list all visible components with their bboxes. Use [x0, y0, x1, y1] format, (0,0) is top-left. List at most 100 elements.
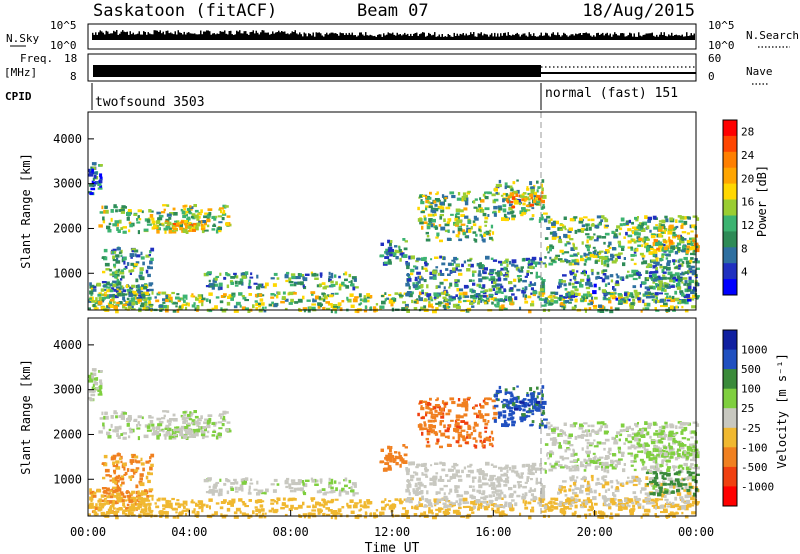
power-cell	[663, 240, 667, 243]
nsky-sample	[437, 36, 439, 40]
power-cell	[616, 225, 621, 229]
velocity-cell	[123, 473, 127, 476]
velocity-cell	[230, 482, 236, 485]
velocity-cell	[567, 498, 572, 501]
power-cell	[649, 271, 655, 274]
power-cell	[115, 290, 119, 293]
velocity-cell	[180, 414, 183, 418]
nsky-sample	[582, 33, 584, 40]
velocity-cell	[540, 389, 543, 394]
power-cell	[136, 221, 141, 224]
power-cell	[608, 300, 612, 304]
power-cell	[669, 295, 672, 298]
velocity-cell	[165, 500, 169, 504]
velocity-cell	[417, 412, 420, 417]
power-cell	[668, 225, 673, 230]
nsky-sample	[381, 36, 383, 40]
power-cell	[444, 197, 448, 200]
power-cell	[419, 277, 424, 281]
power-cell	[526, 186, 529, 189]
power-cell	[156, 220, 161, 224]
power-cell	[683, 283, 686, 286]
velocity-cell	[526, 415, 531, 418]
power-cell	[388, 294, 392, 297]
power-cell	[560, 301, 566, 306]
power-cell	[658, 225, 662, 228]
nsky-sample	[209, 31, 211, 40]
velocity-cell	[644, 508, 648, 512]
power-cell	[501, 291, 504, 294]
power-cell	[654, 300, 657, 304]
power-cell	[420, 201, 425, 205]
velocity-cell	[494, 509, 497, 513]
velocity-cell	[452, 436, 455, 440]
power-cell	[140, 302, 146, 306]
velocity-cell	[434, 409, 438, 413]
velocity-cell	[643, 499, 646, 503]
power-cell	[384, 298, 387, 302]
velocity-cell	[500, 400, 504, 403]
power-cell	[637, 273, 642, 276]
velocity-cell	[147, 502, 152, 506]
nsky-sample	[264, 32, 266, 40]
power-cell	[660, 224, 665, 227]
nsky-sample	[357, 35, 359, 40]
power-cell	[111, 287, 115, 291]
power-cell	[687, 269, 692, 274]
power-cell	[389, 299, 394, 304]
velocity-cell	[100, 494, 105, 498]
power-cell	[375, 303, 379, 306]
power-cell	[548, 219, 551, 224]
power-cell	[172, 227, 178, 231]
power-cell	[138, 218, 142, 221]
power-cell	[659, 265, 664, 269]
power-cell	[650, 247, 655, 251]
velocity-cell	[474, 444, 478, 449]
power-cell	[201, 225, 206, 229]
nsky-sample	[143, 31, 145, 40]
power-cell	[115, 286, 121, 289]
power-cell	[572, 285, 578, 289]
velocity-cell	[138, 500, 141, 503]
power-cell	[351, 276, 357, 280]
velocity-cell	[410, 461, 415, 466]
power-cell	[641, 244, 644, 248]
power-cell	[311, 273, 316, 277]
power-cell	[540, 199, 545, 204]
power-colorbar-segment	[723, 199, 737, 216]
power-cell	[680, 236, 685, 241]
nsky-sample	[347, 34, 349, 40]
power-cell	[580, 230, 584, 233]
power-cell	[334, 309, 338, 314]
velocity-cell	[255, 509, 258, 513]
power-cell	[118, 301, 123, 305]
power-cell	[430, 207, 436, 210]
nsky-sample	[668, 34, 670, 40]
power-cell	[505, 267, 508, 271]
power-data	[88, 162, 700, 314]
nsky-sample	[321, 35, 323, 40]
power-cell	[112, 251, 115, 255]
nsky-sample	[105, 30, 107, 40]
power-cell	[148, 282, 154, 285]
nsky-sample	[320, 33, 322, 40]
velocity-cell	[248, 485, 251, 490]
power-cell	[563, 283, 567, 287]
power-cell	[618, 252, 623, 255]
power-cell	[363, 299, 368, 303]
power-cell	[530, 303, 535, 307]
power-cell	[235, 275, 239, 279]
power-cell	[200, 227, 206, 231]
freq-label-2: [MHz]	[4, 66, 37, 79]
power-cell	[191, 293, 194, 296]
velocity-cell	[256, 480, 259, 485]
nsky-sample	[456, 33, 458, 40]
power-cell	[574, 278, 577, 281]
power-cell	[690, 291, 695, 295]
nsky-sample	[303, 32, 305, 40]
velocity-cell	[149, 466, 153, 471]
velocity-cell	[448, 492, 451, 495]
velocity-cell	[121, 481, 125, 485]
power-cell	[675, 305, 678, 309]
power-cell	[435, 236, 439, 239]
